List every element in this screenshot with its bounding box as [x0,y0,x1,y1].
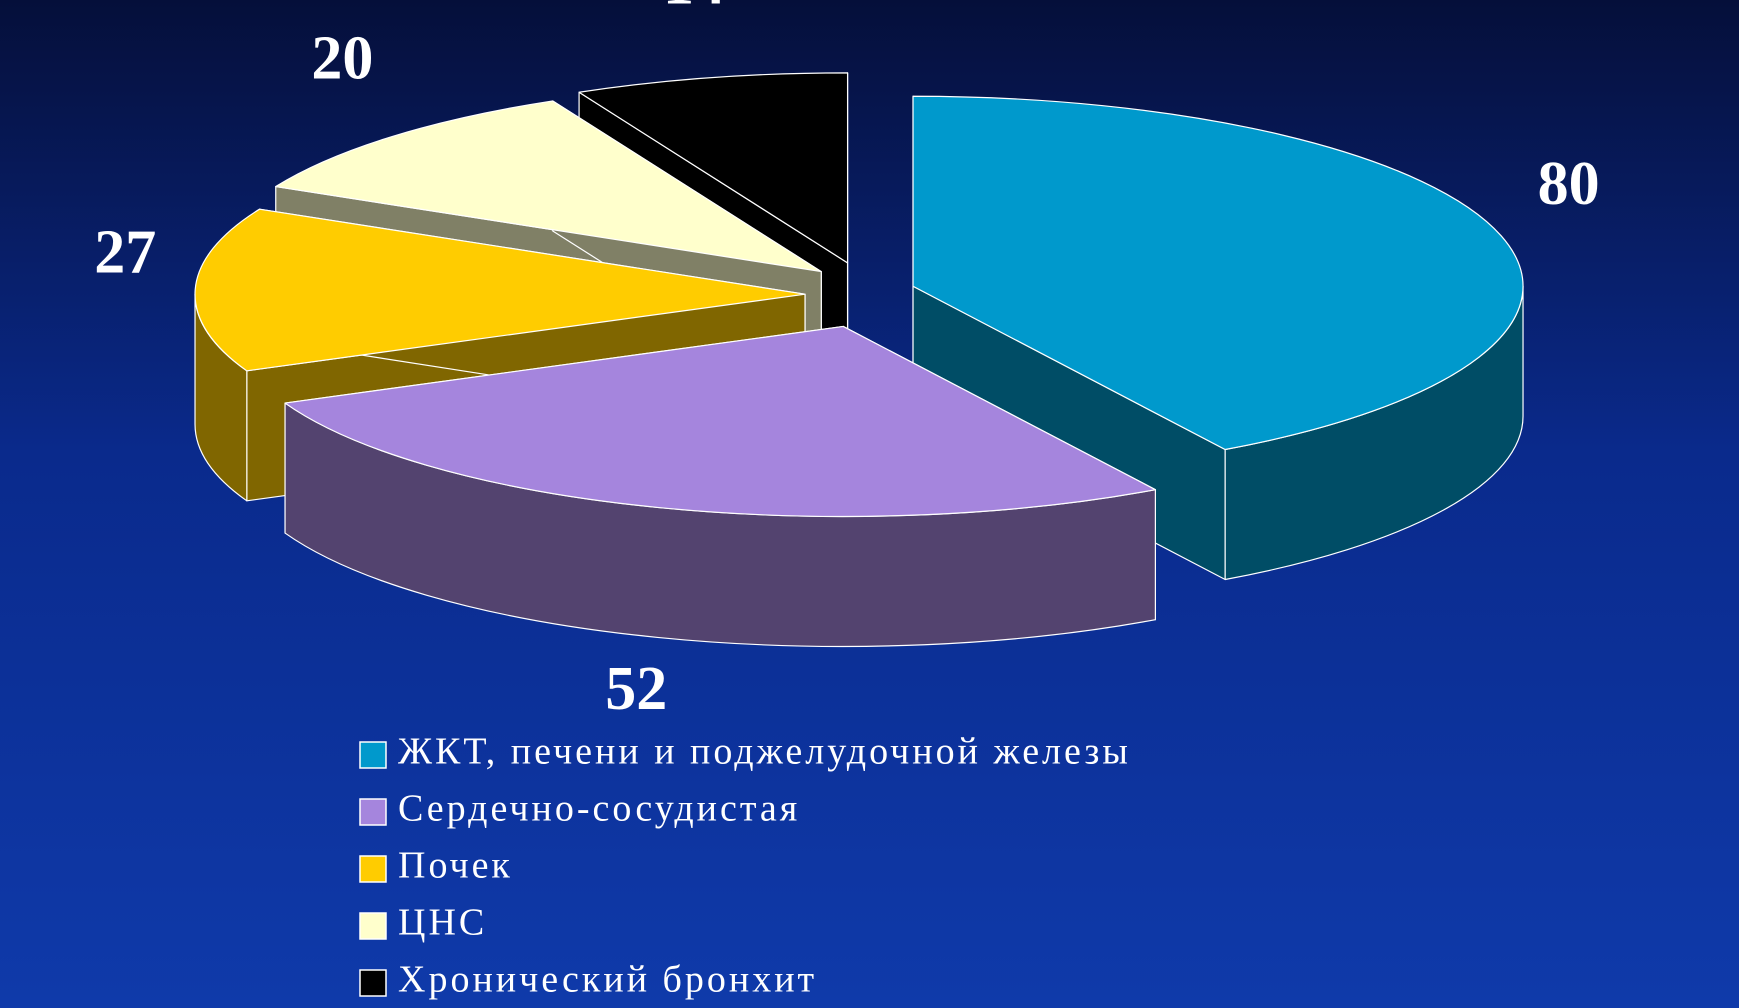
slice-top [912,95,1524,451]
value-label: 52 [605,655,667,723]
pie-slice [284,325,1156,648]
legend-label: ЖКТ, печени и поджелудочной железы [398,731,1131,773]
value-label: 80 [1538,150,1600,218]
slice-top [275,100,822,273]
legend-swatch [359,741,387,769]
legend-label: Сердечно-сосудистая [398,788,800,830]
slice-top [284,325,1156,518]
legend-swatch [359,798,387,826]
legend-label: Почек [398,845,513,887]
legend-swatch [359,855,387,883]
legend-label: Хронический бронхит [398,959,817,1001]
value-label: 20 [311,24,373,92]
slice-top [578,72,849,264]
legend-swatch [359,969,387,997]
value-label: 14 [663,0,725,18]
annotation: ? [737,0,768,4]
legend-label: ЦНС [398,902,487,944]
legend-swatch [359,912,387,940]
value-label: 27 [94,218,156,286]
slice-top [194,208,806,372]
